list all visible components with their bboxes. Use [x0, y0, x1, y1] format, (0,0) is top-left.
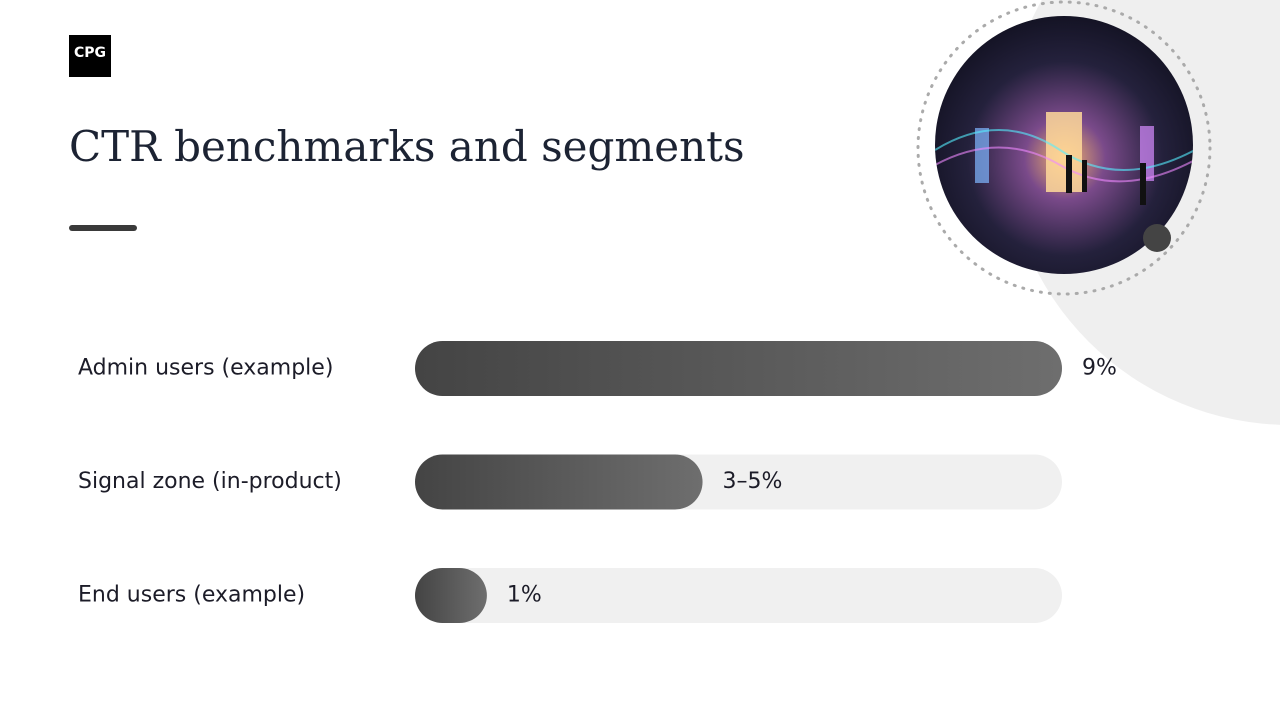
logo: CPG [74, 45, 106, 61]
bar [415, 568, 487, 623]
category-label: Signal zone (in-product) [78, 469, 342, 494]
category-label: End users (example) [78, 583, 305, 608]
chart-title: CTR benchmarks and segments [69, 122, 745, 171]
bar-track [415, 568, 1062, 623]
logo-box [69, 35, 111, 77]
dotted-ring [916, 0, 1212, 296]
bar [415, 341, 1062, 396]
value-label: 1% [507, 583, 542, 608]
category-label: Admin users (example) [78, 356, 333, 381]
title-underline [69, 225, 137, 231]
value-label: 3–5% [723, 469, 783, 494]
image-dot [1143, 224, 1171, 252]
value-label: 9% [1082, 356, 1117, 381]
bar [415, 454, 703, 510]
